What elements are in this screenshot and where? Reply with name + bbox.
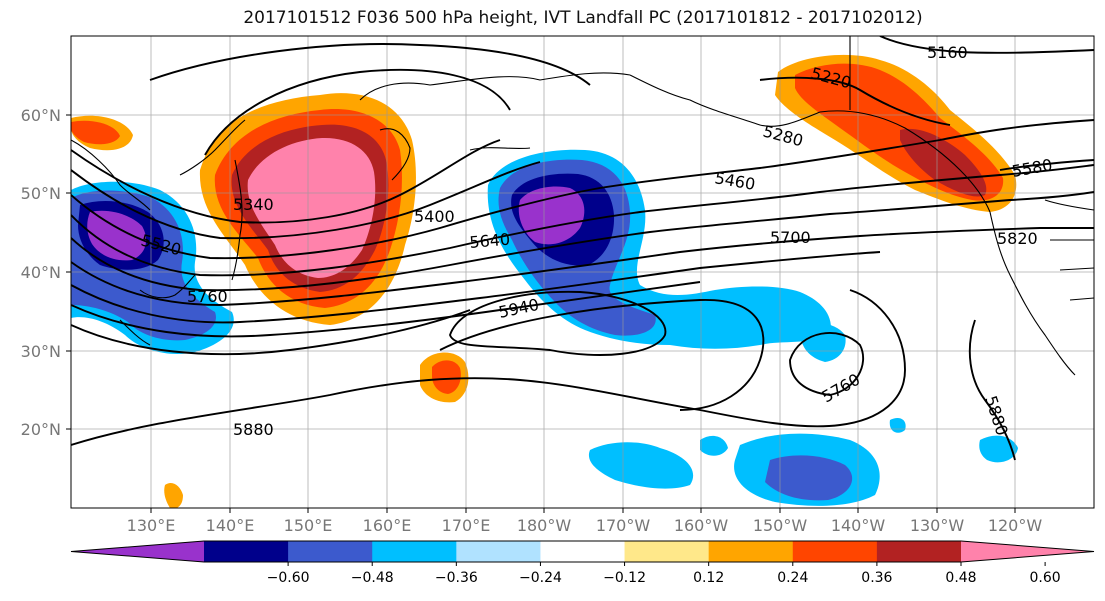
lon-label: 140°W	[831, 516, 886, 535]
lat-label: 30°N	[21, 342, 61, 361]
colorbar-tick-label: 0.12	[693, 570, 724, 586]
colorbar-outline	[70, 540, 1095, 563]
lon-label: 150°W	[753, 516, 808, 535]
colorbar-tick-label: 0.48	[945, 570, 976, 586]
colorbar-segment	[876, 541, 962, 562]
colorbar-segment	[456, 541, 541, 562]
lat-label: 40°N	[21, 263, 61, 282]
lat-label: 50°N	[21, 184, 61, 203]
contour-label: 5820	[997, 229, 1038, 248]
lon-label: 120°W	[988, 516, 1043, 535]
colorbar: −0.60 −0.48 −0.36 −0.24 −0.12 0.12 0.24 0.36 0.4…	[70, 540, 1095, 586]
longitude-axis: 130°E 140°E 150°E 160°E 170°E 180°W 170°…	[127, 508, 1043, 535]
colorbar-segment	[540, 541, 626, 562]
latitude-axis: 60°N 50°N 40°N 30°N 20°N	[21, 106, 71, 439]
lon-label: 160°W	[674, 516, 729, 535]
colorbar-tick-label: 0.36	[861, 570, 892, 586]
lon-label: 130°W	[910, 516, 965, 535]
coastlines	[71, 36, 1094, 376]
colorbar-segment	[372, 541, 457, 562]
colorbar-tick-label: −0.12	[603, 570, 646, 586]
contour-label: 5340	[233, 195, 274, 214]
colorbar-tick-label: −0.48	[351, 570, 394, 586]
colorbar-segment	[708, 541, 794, 562]
colorbar-tick-label: −0.24	[519, 570, 562, 586]
lon-label: 170°E	[442, 516, 491, 535]
colorbar-segment	[792, 541, 878, 562]
colorbar-segment	[204, 541, 289, 562]
colorbar-extend-low	[71, 541, 204, 562]
colorbar-tick-label: −0.60	[267, 570, 310, 586]
lon-label: 160°E	[363, 516, 412, 535]
colorbar-segment	[624, 541, 710, 562]
lon-label: 180°W	[517, 516, 572, 535]
lon-label: 130°E	[127, 516, 176, 535]
colorbar-tick-label: −0.36	[435, 570, 478, 586]
height-contours	[71, 36, 1094, 461]
contour-label: 5700	[770, 228, 811, 247]
colorbar-segment	[288, 541, 373, 562]
contour-label: 5640	[469, 230, 511, 252]
lat-label: 20°N	[21, 420, 61, 439]
lon-label: 150°E	[284, 516, 333, 535]
contour-label: 5400	[414, 207, 455, 226]
contour-label: 5880	[233, 420, 274, 439]
lon-label: 170°W	[596, 516, 651, 535]
colorbar-tick-label: 0.24	[777, 570, 808, 586]
colorbar-tick-label: 0.60	[1030, 570, 1061, 586]
lat-label: 60°N	[21, 106, 61, 125]
colorbar-extend-high	[961, 541, 1094, 562]
contour-label: 5760	[187, 287, 228, 306]
contour-label: 5160	[927, 43, 968, 62]
lon-label: 140°E	[206, 516, 255, 535]
figure-title: 2017101512 F036 500 hPa height, IVT Land…	[243, 8, 923, 28]
